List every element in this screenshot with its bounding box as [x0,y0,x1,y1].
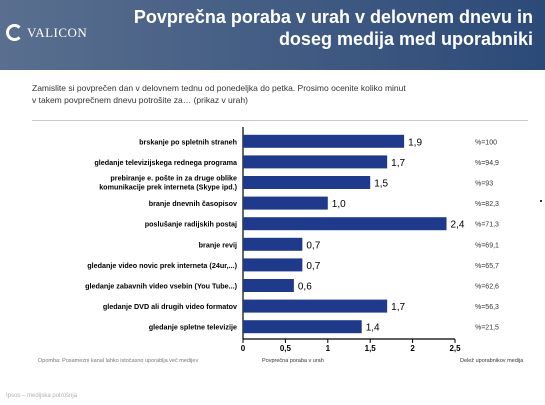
logo-text: VALICON [27,24,88,40]
bar [243,155,388,169]
x-axis-label: Povprečna poraba v urah [262,358,324,364]
category-label: prebiranje e. pošte in za druge oblike ko… [99,174,237,192]
category-label: poslušanje radijskih postaj [145,220,237,229]
reach-label: %=65,7 [475,263,499,270]
bar [243,134,405,148]
x-tick-label: 2 [410,344,415,353]
category-label: gledanje zabavnih video vsebin (You Tube… [85,282,237,291]
reach-label: %=100 [475,139,497,146]
title-line-1: Povprečna poraba v urah v delovnem dnevu… [133,7,533,27]
category-label: gledanje DVD ali drugih video formatov [103,302,237,311]
bar [243,299,388,313]
data-label: 1,4 [366,323,380,334]
page-title: Povprečna poraba v urah v delovnem dnevu… [103,6,533,50]
data-label: 1,0 [332,199,346,210]
data-label: 1,9 [408,137,422,148]
bar [243,320,362,334]
reach-axis-label: Delež uporabnikov medija [460,358,524,364]
footnote: Opomba: Posamezni kanal lahko istočasno … [38,358,199,364]
reach-label: %=56,3 [475,304,499,311]
bar [243,196,328,210]
reach-label: %=21,5 [475,325,499,332]
x-tick-label: 1,5 [365,344,377,353]
reach-label: %=82,3 [475,201,499,208]
data-label: 0,7 [306,240,320,251]
data-label: 0,7 [306,261,320,272]
header-banner: VALICON Povprečna poraba v urah v delovn… [0,0,545,70]
x-tick-label: 0,5 [280,344,292,353]
data-label: 1,7 [391,302,405,313]
category-label: branje dnevnih časopisov [149,199,237,208]
data-label: 2,4 [451,220,465,231]
valicon-logo: VALICON [6,24,87,41]
bar [243,217,447,231]
reach-label: %=69,1 [475,242,499,249]
x-tick-label: 2,5 [449,344,461,353]
data-label: 1,7 [391,158,405,169]
bar [243,237,303,251]
x-tick-label: 0 [241,344,246,353]
survey-question: Zamislite si povprečen dan v delovnem te… [32,82,532,106]
bar [243,176,371,189]
valicon-logo-icon [6,24,23,41]
stray-dot [540,200,542,202]
title-line-2: doseg medija med uporabniki [278,29,533,49]
category-label: gledanje televizijskega rednega programa [94,158,238,167]
chart-frame [32,120,528,375]
category-label: branje revij [199,240,237,249]
reach-label: %=94,9 [475,160,499,167]
x-tick-label: 1 [326,344,331,353]
category-label: gledanje spletne televizije [149,323,237,332]
reach-label: %=93 [475,181,493,188]
bar [243,258,303,272]
question-line-2: v takem povprečnem dnevu potrošite za… (… [32,95,248,105]
reach-label: %=62,6 [475,284,499,291]
question-line-1: Zamislite si povprečen dan v delovnem te… [32,83,406,93]
data-label: 1,5 [374,179,388,190]
reach-label: %=71,3 [475,222,499,229]
footer-source: Ipsos – medijska potrošnja [6,393,78,399]
category-label: brskanje po spletnih straneh [139,137,237,146]
category-label: gledanje video novic prek interneta (24u… [87,261,237,270]
data-label: 0,6 [298,282,312,293]
bar [243,279,294,292]
